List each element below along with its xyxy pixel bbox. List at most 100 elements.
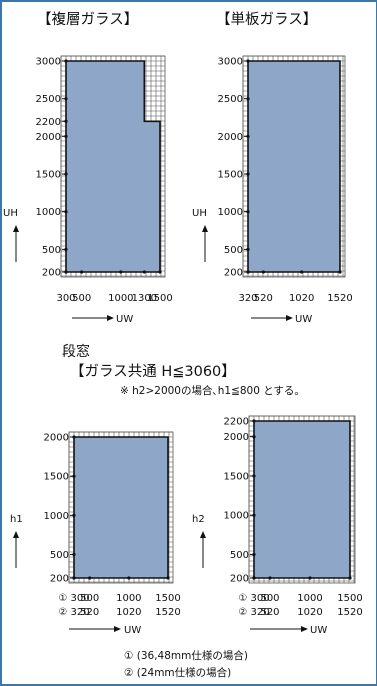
y-tick-dot xyxy=(252,419,256,423)
x-axis-arrow-head xyxy=(301,626,308,632)
y-tick-dot xyxy=(64,59,68,63)
grid-border xyxy=(242,55,346,278)
x-tick-label-2: ② 320 xyxy=(238,607,269,618)
y-tick-label: 1000 xyxy=(36,207,61,218)
y-tick-label: 2000 xyxy=(218,132,243,143)
y-tick-dot xyxy=(252,435,256,439)
x-tick-label: 1020 xyxy=(289,293,314,304)
x-tick-dot xyxy=(158,270,162,274)
x-tick-label: 320 xyxy=(238,293,257,304)
x-tick-dot xyxy=(80,270,84,274)
header-single-glass: 【単板ガラス】 xyxy=(216,12,318,28)
y-tick-dot xyxy=(252,552,256,557)
x-tick-label: 520 xyxy=(254,293,273,304)
x-tick-dot xyxy=(119,270,123,274)
y-tick-label: 2200 xyxy=(36,117,61,128)
legend-item-1: ① (36,48mm仕様の場合) xyxy=(124,650,248,662)
applicable-region xyxy=(253,420,351,579)
x-tick-dot xyxy=(246,270,250,274)
y-axis-label: h1 xyxy=(10,514,23,525)
y-tick-dot xyxy=(72,552,76,557)
x-tick-dot xyxy=(338,270,342,274)
x-tick-label: 1500 xyxy=(337,593,362,604)
x-tick-label: 1000 xyxy=(297,593,322,604)
x-tick-label-2: 1020 xyxy=(116,607,141,618)
y-tick-label: 1500 xyxy=(224,471,249,482)
transom-title: 段窓 xyxy=(62,344,90,360)
y-tick-dot xyxy=(246,134,250,138)
y-tick-label: 2000 xyxy=(36,132,61,143)
x-tick-dot xyxy=(64,270,68,274)
y-tick-label: 1500 xyxy=(218,170,243,181)
x-tick-label: 500 xyxy=(72,293,91,304)
x-tick-label: ① 300 xyxy=(58,593,89,604)
grid-border xyxy=(68,431,174,584)
x-tick-dot xyxy=(308,576,312,580)
x-tick-dot xyxy=(166,576,170,580)
y-tick-dot xyxy=(72,513,76,517)
y-axis-arrow-head xyxy=(13,531,19,538)
x-axis-label: UW xyxy=(124,625,141,636)
x-axis-label: UW xyxy=(295,314,312,325)
y-tick-label: 1500 xyxy=(36,170,61,181)
x-tick-dot xyxy=(127,576,131,580)
transom-note: ※ h2>2000の場合､h1≦800 とする。 xyxy=(120,385,305,397)
x-tick-dot xyxy=(268,576,272,580)
x-tick-label: 1000 xyxy=(116,593,141,604)
y-tick-label: 1500 xyxy=(44,472,69,483)
x-tick-label: 1500 xyxy=(147,293,172,304)
y-tick-dot xyxy=(252,513,256,517)
x-axis-arrow-head xyxy=(114,626,121,632)
x-tick-label: 1000 xyxy=(108,293,133,304)
y-tick-label: 2500 xyxy=(218,94,243,105)
y-tick-label: 1000 xyxy=(44,511,69,522)
y-axis-arrow-head xyxy=(202,225,208,232)
y-tick-dot xyxy=(64,210,68,214)
y-tick-dot xyxy=(246,97,250,101)
y-tick-dot xyxy=(246,172,250,176)
y-tick-dot xyxy=(64,97,68,101)
x-tick-dot xyxy=(348,576,352,580)
x-tick-dot xyxy=(252,576,256,580)
y-tick-label: 3000 xyxy=(36,57,61,68)
x-tick-label: 500 xyxy=(80,593,99,604)
x-axis-arrow-head xyxy=(286,315,293,321)
grid-border xyxy=(60,55,166,278)
x-axis-label: UW xyxy=(116,314,133,325)
y-axis-label: UH xyxy=(3,208,18,219)
x-tick-label-2: 1520 xyxy=(155,607,180,618)
y-tick-dot xyxy=(246,247,250,251)
x-tick-label-2: 1520 xyxy=(337,607,362,618)
legend-item-2: ② (24mm仕様の場合) xyxy=(124,667,232,679)
y-tick-label: 2200 xyxy=(224,417,249,428)
grid-border xyxy=(248,415,356,584)
y-tick-dot xyxy=(72,435,76,439)
x-tick-label: 500 xyxy=(260,593,279,604)
header-double-glass: 【複層ガラス】 xyxy=(37,12,139,28)
x-tick-label-2: ② 320 xyxy=(58,607,89,618)
x-tick-label-2: 1020 xyxy=(297,607,322,618)
y-tick-label: 2500 xyxy=(36,94,61,105)
y-tick-label: 200 xyxy=(230,574,249,585)
x-tick-dot xyxy=(88,576,92,580)
y-tick-label: 3000 xyxy=(218,57,243,68)
x-tick-label: 1500 xyxy=(155,593,180,604)
y-tick-dot xyxy=(64,172,68,176)
y-tick-label: 500 xyxy=(230,550,249,561)
y-axis-label: UH xyxy=(192,208,207,219)
y-tick-dot xyxy=(246,210,250,214)
x-axis-arrow-head xyxy=(107,315,114,321)
y-tick-dot xyxy=(64,247,68,251)
y-tick-dot xyxy=(72,474,76,478)
y-axis-label: h2 xyxy=(192,514,205,525)
x-tick-dot xyxy=(72,576,76,580)
applicable-region xyxy=(247,60,341,273)
x-tick-label: ① 300 xyxy=(238,593,269,604)
y-tick-label: 1000 xyxy=(218,207,243,218)
y-tick-dot xyxy=(246,59,250,63)
applicable-region xyxy=(73,436,169,579)
x-tick-dot xyxy=(300,270,304,274)
x-tick-label: 1520 xyxy=(327,293,352,304)
